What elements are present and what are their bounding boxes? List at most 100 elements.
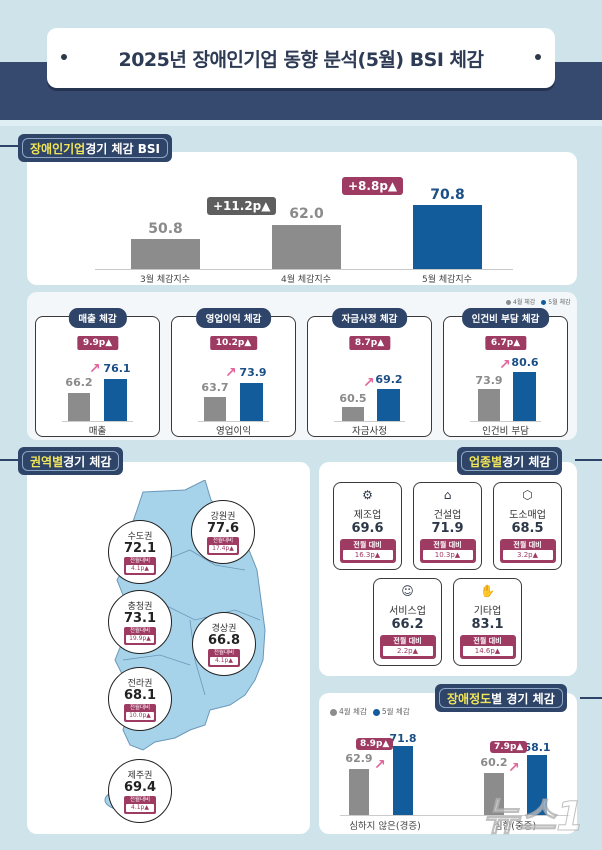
- region-gangwon: 강원권 77.6 전월대비 17.4p▲: [191, 500, 255, 564]
- region-name: 제주권: [127, 771, 153, 781]
- industry-delta: 2.2p▲: [382, 646, 433, 656]
- chart-axis: [340, 815, 570, 816]
- legend-item-april: 4월 체감: [506, 297, 535, 306]
- region-value: 77.6: [206, 521, 240, 536]
- industry-delta: 16.3p▲: [342, 550, 393, 560]
- bar-april: [478, 389, 500, 421]
- bar-april: [272, 225, 341, 269]
- value-may: 71.8: [389, 732, 417, 745]
- section-label: 경기 체감: [502, 454, 551, 469]
- section-tag-bsi: 장애인기업 경기 체감 BSI: [18, 134, 172, 162]
- region-gyeongsang: 경상권 66.8 전월대비 4.1p▲: [192, 612, 256, 676]
- hand-icon: ✋: [480, 584, 495, 598]
- delta-chip: 7.9p▲: [490, 741, 528, 753]
- x-label: 3월 체감지수: [140, 275, 190, 285]
- section-highlight: 권역별: [30, 454, 64, 469]
- region-jeolla: 전라권 68.1 전월대비 10.0p▲: [108, 667, 172, 731]
- industry-value: 68.5: [511, 521, 544, 536]
- value-april: 73.9: [475, 374, 503, 387]
- industry-delta-label: 전월 대비: [433, 541, 462, 549]
- value-may: 68.1: [523, 741, 551, 754]
- mini-card-labor-cost: 인건비 부담 체감 6.7p▲ 73.9 80.6 ↗ 인건비 부담: [443, 308, 568, 437]
- smiley-icon: ☺: [401, 584, 414, 598]
- region-jeju: 제주권 69.4 전월대비 4.1p▲: [108, 759, 172, 823]
- legend: 4월 체감 5월 체감: [330, 706, 410, 717]
- industry-card-service: ☺ 서비스업 66.2 전월 대비 2.2p▲: [373, 578, 442, 666]
- industry-value: 66.2: [391, 617, 424, 632]
- industry-value: 69.6: [351, 521, 384, 536]
- chart-axis: [198, 421, 269, 422]
- bullet-icon: [535, 54, 541, 60]
- industry-card-other: ✋ 기타업 83.1 전월 대비 14.6p▲: [453, 578, 522, 666]
- section-tag-severity: 장애정도 별 경기 체감: [435, 684, 567, 712]
- x-label: 심하지 않은(경증): [349, 821, 421, 832]
- value-may: 73.9: [239, 366, 267, 379]
- industry-name: 기타업: [473, 606, 502, 617]
- region-delta-label: 전월대비: [213, 650, 235, 656]
- bar-april: [342, 407, 364, 421]
- legend-item-may: 5월 체감: [541, 297, 571, 306]
- region-delta: 10.0p▲: [126, 712, 154, 720]
- bar-value: 50.8: [148, 221, 183, 237]
- section-highlight: 장애인기업: [30, 141, 86, 156]
- region-delta-label: 전월대비: [129, 558, 151, 564]
- header-strip: [0, 120, 602, 126]
- section-line: [580, 697, 602, 699]
- chart-axis: [470, 421, 541, 422]
- delta-chip: 6.7p▲: [484, 336, 527, 350]
- region-name: 경상권: [211, 624, 237, 634]
- bar-april: [204, 397, 226, 421]
- industry-delta-label: 전월 대비: [513, 541, 542, 549]
- industry-delta: 14.6p▲: [462, 646, 513, 656]
- section-label: 별 경기 체감: [491, 691, 555, 706]
- mini-title: 매출 체감: [68, 308, 127, 328]
- mini-card-sales: 매출 체감 9.9p▲ 66.2 76.1 ↗ 매출: [35, 308, 160, 437]
- industry-card-manufacturing: ⚙ 제조업 69.6 전월 대비 16.3p▲: [333, 482, 402, 570]
- section-line: [575, 459, 602, 461]
- industry-card-wholesale-retail: ⬡ 도소매업 68.5 전월 대비 3.2p▲: [493, 482, 562, 570]
- region-delta-label: 전월대비: [212, 538, 234, 544]
- region-value: 69.4: [123, 780, 157, 795]
- bar-may: [377, 389, 400, 421]
- legend: 4월 체감 5월 체감: [506, 297, 571, 306]
- value-april: 63.7: [201, 381, 229, 394]
- bullet-icon: [61, 54, 67, 60]
- title-card: 2025년 장애인기업 동향 분석(5월) BSI 체감: [47, 28, 555, 88]
- region-name: 충청권: [127, 602, 153, 612]
- region-delta: 4.1p▲: [210, 657, 238, 665]
- industry-delta: 3.2p▲: [502, 550, 553, 560]
- region-name: 전라권: [127, 679, 153, 689]
- value-april: 60.2: [480, 756, 508, 769]
- bar-april: [349, 769, 369, 815]
- industry-name: 서비스업: [389, 606, 426, 617]
- chart-axis: [334, 421, 405, 422]
- mini-title: 영업이익 체감: [195, 308, 272, 328]
- x-label: 4월 체감지수: [281, 275, 331, 285]
- bar-may: [393, 746, 413, 815]
- bar-value: 62.0: [289, 206, 324, 222]
- delta-chip: 8.9p▲: [356, 738, 394, 750]
- value-april: 60.5: [339, 392, 367, 405]
- section-highlight: 장애정도: [447, 691, 492, 706]
- delta-chip: 10.2p▲: [209, 336, 258, 350]
- bar-april: [484, 773, 504, 815]
- bar-march: [131, 239, 200, 269]
- region-delta: 4.1p▲: [126, 804, 154, 812]
- up-arrow-icon: ↗: [508, 760, 520, 776]
- region-value: 73.1: [123, 611, 157, 626]
- mini-title: 인건비 부담 체감: [461, 308, 550, 328]
- industry-delta: 10.3p▲: [422, 550, 473, 560]
- region-chungcheong: 충청권 73.1 전월대비 19.9p▲: [108, 590, 172, 654]
- section-line: [0, 459, 30, 461]
- delta-chip: +8.8p▲: [342, 177, 404, 195]
- legend-item-april: 4월 체감: [330, 706, 367, 717]
- region-delta-label: 전월대비: [129, 628, 151, 634]
- industry-card-construction: ⌂ 건설업 71.9 전월 대비 10.3p▲: [413, 482, 482, 570]
- value-april: 62.9: [345, 752, 373, 765]
- box-icon: ⬡: [522, 488, 533, 502]
- industry-delta-label: 전월 대비: [353, 541, 382, 549]
- legend-item-may: 5월 체감: [372, 706, 410, 717]
- industry-value: 83.1: [471, 617, 504, 632]
- bar-value: 70.8: [430, 187, 465, 203]
- region-value: 68.1: [123, 688, 157, 703]
